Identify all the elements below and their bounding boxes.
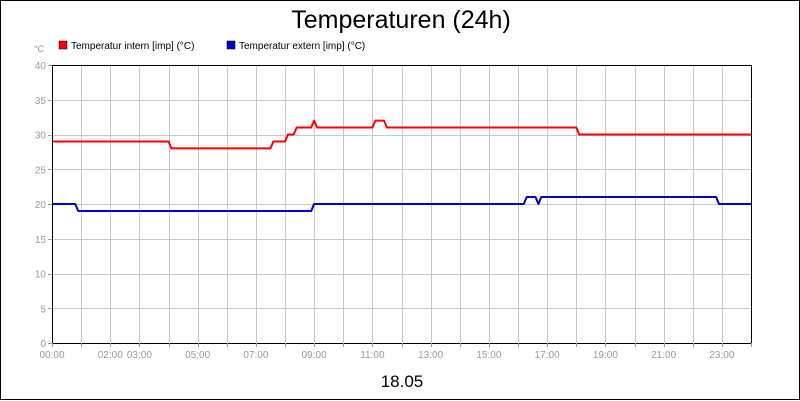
legend-swatch (58, 40, 68, 50)
y-tick-label: 20 (35, 200, 47, 211)
y-axis-ticks: 0 5 10 15 20 25 30 35 40 (35, 61, 52, 350)
series-line-extern (52, 196, 751, 212)
legend: Temperatur intern [imp] (°C) Temperatur e… (58, 40, 365, 52)
y-tick-label: 25 (35, 165, 47, 176)
legend-item-intern: Temperatur intern [imp] (°C) (58, 40, 194, 52)
y-tick-label: 5 (40, 304, 46, 315)
x-tick-label: 07:00 (243, 350, 268, 361)
x-tick-label: 09:00 (302, 350, 327, 361)
x-tick-label: 19:00 (593, 350, 618, 361)
y-axis-unit: °C (34, 44, 45, 54)
x-tick-label: 11:00 (360, 350, 385, 361)
chart-title: Temperaturen (24h) (291, 6, 511, 34)
x-tick-label: 13:00 (418, 350, 443, 361)
y-tick-label: 30 (35, 131, 47, 142)
x-axis-ticks: 00:00 02:00 03:00 05:00 07:00 09:00 11:00 13:00… (39, 343, 752, 361)
x-tick-label: 05:00 (185, 350, 210, 361)
legend-label: Temperatur intern [imp] (°C) (71, 41, 194, 52)
x-tick-label: 21:00 (651, 350, 676, 361)
y-tick-label: 10 (35, 270, 47, 281)
y-tick-label: 35 (35, 96, 47, 107)
legend-swatch (226, 40, 236, 50)
x-tick-label: 15:00 (476, 350, 501, 361)
legend-label: Temperatur extern [imp] (°C) (239, 41, 365, 52)
x-tick-label: 23:00 (709, 350, 734, 361)
y-tick-label: 0 (40, 339, 46, 350)
x-tick-label: 03:00 (127, 350, 152, 361)
legend-item-extern: Temperatur extern [imp] (°C) (226, 40, 365, 52)
x-tick-label: 17:00 (535, 350, 560, 361)
y-tick-label: 15 (35, 235, 47, 246)
x-tick-label: 02:00 (98, 350, 123, 361)
y-tick-label: 40 (35, 61, 47, 72)
series-lines (52, 119, 751, 212)
x-tick-label: 00:00 (39, 350, 64, 361)
x-axis-date-label: 18.05 (381, 372, 424, 391)
series-line-intern (52, 119, 751, 150)
